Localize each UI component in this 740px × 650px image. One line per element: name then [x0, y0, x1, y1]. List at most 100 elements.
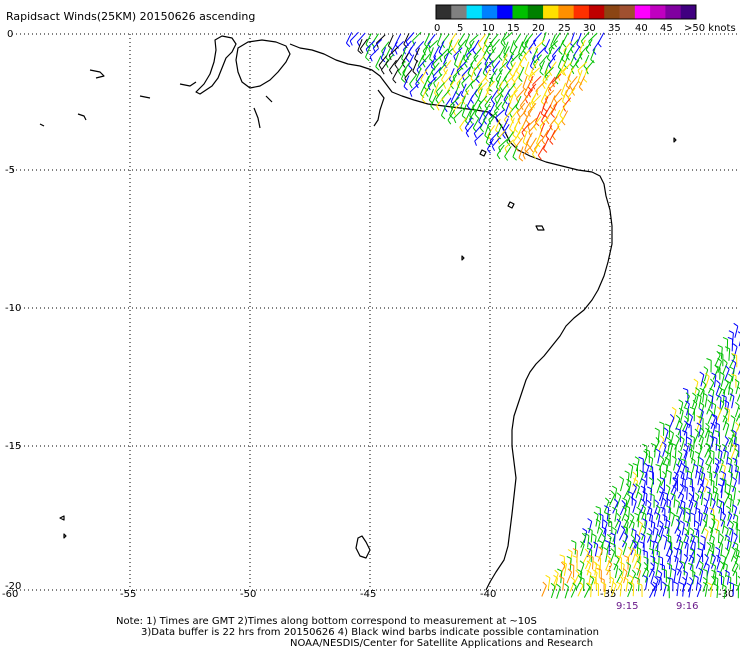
wind-barb: [497, 130, 506, 140]
wind-barb: [640, 501, 646, 514]
wind-barb-flag: [665, 518, 671, 523]
wind-barb: [565, 74, 571, 86]
wind-barb-flag: [707, 430, 713, 434]
wind-barb-flag: [482, 56, 487, 62]
wind-barb: [736, 393, 740, 402]
wind-barb-flag: [704, 443, 710, 446]
wind-barb: [415, 40, 425, 51]
wind-barb-flag: [642, 549, 648, 553]
wind-barb-flag: [696, 415, 701, 419]
island-trindade: [355, 535, 371, 559]
wind-barb: [715, 383, 721, 396]
wind-barb-flag: [654, 427, 660, 431]
wind-barb-flag: [591, 533, 597, 537]
wind-barb: [490, 68, 498, 79]
wind-barb-flag: [620, 525, 626, 530]
wind-barb: [487, 125, 495, 136]
wind-barb-flag: [641, 511, 647, 515]
wind-barb-flag: [424, 43, 429, 49]
wind-barb: [470, 67, 476, 79]
wind-barb: [577, 61, 588, 71]
wind-barb: [648, 509, 653, 522]
wind-barb-flag: [732, 457, 738, 461]
wind-barb-flag: [424, 92, 429, 97]
wind-barb-flag: [694, 428, 699, 433]
wind-barb-flag: [562, 560, 567, 565]
wind-barb-flag: [365, 56, 370, 62]
wind-barb-flag: [665, 576, 671, 580]
wind-barb: [705, 514, 708, 527]
wind-barb: [693, 432, 700, 444]
wind-barb: [706, 403, 712, 415]
wind-barb-flag: [581, 532, 587, 538]
wind-barb-flag: [712, 471, 718, 475]
wind-barb-flag: [699, 371, 705, 376]
wind-barb-flag: [655, 504, 661, 509]
wind-barb-flag: [417, 65, 422, 70]
wind-barb-flag: [650, 568, 655, 573]
wind-barb-flag: [711, 575, 716, 581]
wind-barb: [719, 397, 722, 410]
wind-barb: [536, 47, 546, 57]
wind-barb-flag: [732, 476, 737, 481]
wind-barb-flag: [610, 548, 615, 553]
wind-barb-flag: [722, 415, 728, 420]
wind-barb: [547, 81, 557, 91]
wind-barb: [658, 524, 664, 536]
wind-barb: [369, 47, 380, 58]
wind-barb-flag: [721, 511, 726, 516]
wind-barb: [484, 124, 490, 136]
wind-barb: [559, 104, 566, 116]
wind-barb-flag: [624, 513, 630, 518]
wind-barb-flag: [628, 546, 633, 552]
wind-barb: [592, 40, 601, 51]
island-a: [535, 225, 545, 231]
wind-barb-flag: [702, 581, 708, 586]
wind-barb-flag: [556, 583, 561, 588]
wind-barb-flag: [719, 574, 725, 578]
wind-barb: [449, 103, 455, 116]
wind-barb-flag: [487, 148, 491, 154]
wind-barb-flag: [544, 49, 549, 55]
wind-barb-flag: [727, 456, 732, 461]
island-e: [673, 137, 677, 143]
wind-barb-flag: [734, 378, 740, 383]
wind-barb-flag: [683, 527, 689, 532]
wind-barb: [686, 514, 691, 527]
wind-barb: [614, 509, 618, 522]
wind-barb: [662, 445, 667, 457]
wind-barb-flag: [673, 471, 679, 476]
wind-barb: [489, 131, 499, 141]
wind-barb-flag: [501, 64, 507, 69]
wind-barb: [706, 458, 713, 471]
wind-barb: [412, 31, 422, 42]
wind-barb: [620, 479, 625, 492]
wind-barb-flag: [728, 373, 733, 378]
wind-barb-flag: [635, 483, 640, 488]
wind-barb-flag: [447, 119, 452, 125]
wind-barb: [394, 54, 403, 65]
wind-barb-flag: [654, 549, 660, 553]
wind-barb: [512, 145, 518, 158]
wind-barb-flag: [677, 450, 683, 455]
wind-barb-flag: [422, 62, 426, 68]
wind-barb-flag: [508, 106, 514, 111]
wind-barb-flag: [661, 568, 667, 571]
wind-barb-flag: [679, 435, 685, 440]
wind-barb: [703, 537, 706, 550]
wind-barb: [716, 389, 723, 401]
wind-barb-flag: [705, 422, 710, 427]
wind-barb-flag: [714, 430, 720, 433]
wind-barb-flag: [708, 394, 714, 398]
wind-barb-flag: [657, 555, 663, 559]
scale-label: 30: [583, 23, 596, 34]
wind-barb-flag: [682, 576, 687, 581]
wind-barb: [710, 501, 716, 513]
wind-barb-flag: [659, 421, 665, 425]
wind-barb-flag: [721, 463, 726, 468]
wind-barb-flag: [529, 147, 534, 153]
wind-barb-flag: [709, 387, 715, 392]
wind-barb-flag: [509, 128, 514, 133]
wind-barb-flag: [542, 581, 547, 586]
wind-barb-flag: [699, 387, 705, 392]
